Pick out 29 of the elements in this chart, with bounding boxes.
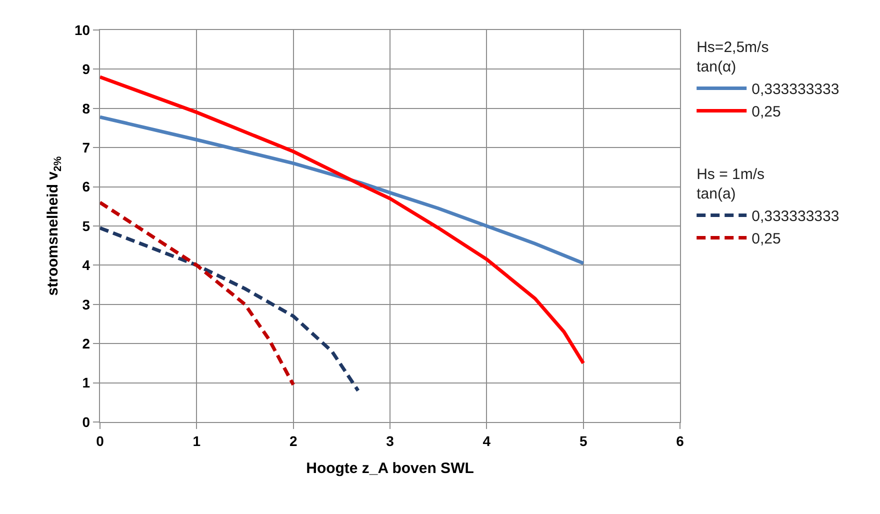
text: Hs=2,5m/s tan(α) [696, 39, 769, 76]
y-tick-label: 8 [82, 100, 90, 116]
x-tick-label: 2 [289, 432, 298, 449]
x-tick-label: 4 [482, 432, 491, 449]
line-series [100, 200, 296, 387]
line-series [100, 115, 586, 265]
y-tick-label: 4 [82, 257, 90, 274]
x-tick-label: 5 [579, 432, 588, 449]
y-tick-label: 2 [82, 336, 90, 352]
x-tick-label: 6 [676, 432, 684, 449]
text: Hs = 1m/s tan(a) [696, 166, 765, 203]
x-tick-label: 3 [386, 432, 394, 449]
x-tick-label: 0 [96, 432, 104, 449]
y-tick-label: 3 [82, 296, 90, 312]
x-tick-label: 1 [192, 432, 201, 449]
y-tick-label: 10 [74, 22, 90, 38]
legend-label: 0,25 [752, 230, 781, 248]
y-tick-label: 1 [82, 374, 90, 391]
y-tick-label: 7 [82, 140, 90, 156]
y-tick-label: 9 [82, 61, 90, 78]
line-series [100, 75, 586, 365]
y-tick-label: 5 [82, 218, 90, 234]
y-tick-label: 0 [82, 414, 90, 430]
line-series [100, 226, 360, 392]
x-axis-title: Hoogte z_A boven SWL [306, 460, 474, 477]
y-tick-label: 6 [82, 178, 90, 195]
legend-label: 0,333333333 [752, 208, 840, 226]
legend-label: 0,25 [752, 104, 781, 121]
legend-label: 0,333333333 [752, 81, 840, 98]
